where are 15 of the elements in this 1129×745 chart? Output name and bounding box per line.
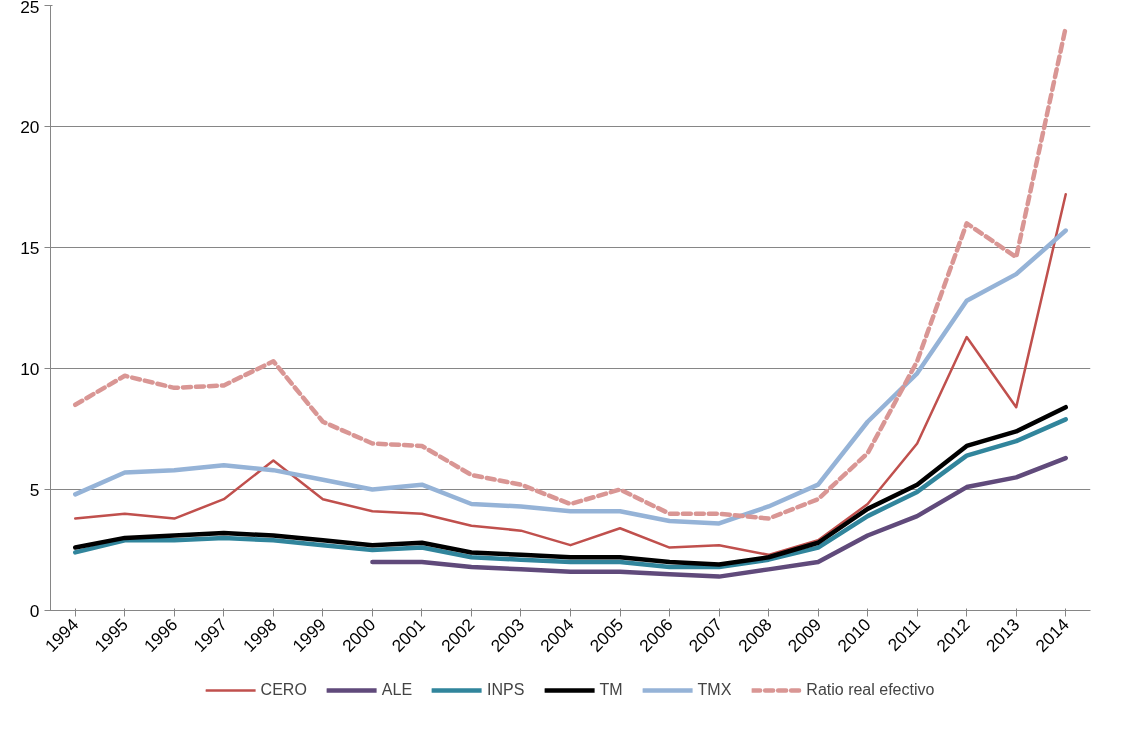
line-series [370,455,1068,579]
legend-label: TMX [697,681,732,699]
line-series [74,193,1067,557]
y-tick-label: 0 [29,600,40,621]
y-tick-label: 15 [20,237,40,258]
line-series [73,228,1068,526]
y-tick-label: 20 [20,116,40,137]
legend-label: ALE [381,681,413,699]
legend-label: INPS [487,681,525,699]
y-tick-label: 5 [29,479,40,500]
y-tick-label: 10 [20,358,40,379]
y-tick-label: 25 [20,0,40,17]
legend-label: TM [599,681,623,699]
legend-label: CERO [260,681,307,699]
legend-label: Ratio real efectivo [806,681,935,699]
